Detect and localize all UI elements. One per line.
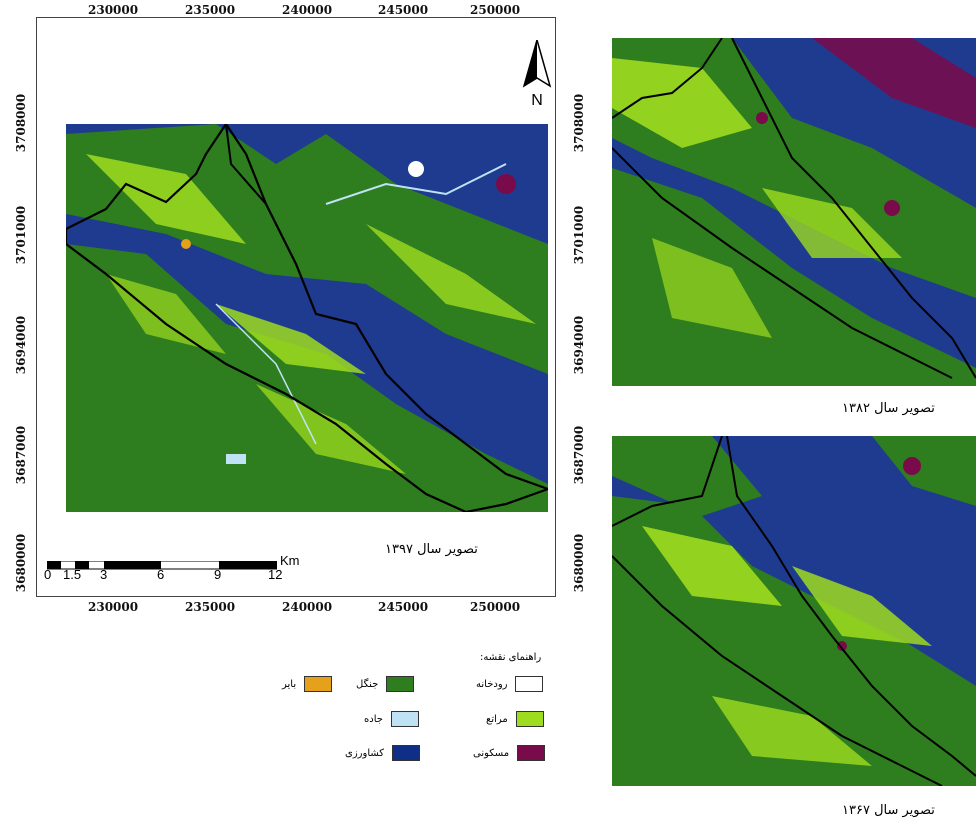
x-tick-bottom: 245000	[378, 600, 429, 614]
y-tick: 3701000	[14, 205, 29, 265]
legend-title: راهنمای نقشه:	[480, 652, 542, 663]
north-arrow: N	[522, 37, 552, 110]
scale-label: 0	[44, 567, 52, 582]
inset-map-top	[612, 38, 976, 386]
legend-swatch-residential	[517, 745, 546, 761]
scale-label: 3	[100, 567, 108, 582]
legend-item-rangeland: مراتع	[486, 711, 544, 727]
legend-swatch-rangeland	[515, 711, 544, 727]
main-map-land-cover	[66, 124, 548, 512]
x-tick-top: 250000	[470, 3, 521, 17]
inset-map-bottom	[612, 436, 976, 786]
legend-label: جنگل	[356, 678, 379, 690]
scale-label: 9	[214, 567, 222, 582]
scale-label: 6	[157, 567, 165, 582]
legend-swatch-agriculture	[392, 745, 421, 761]
legend-item-barren: بایر	[282, 676, 333, 692]
legend-item-residential: مسکونی	[473, 745, 546, 761]
x-tick-bottom: 250000	[470, 600, 521, 614]
scale-label: 1.5	[63, 567, 82, 582]
legend-label: مراتع	[486, 713, 508, 725]
x-tick-bottom: 230000	[88, 600, 139, 614]
x-tick-top: 240000	[282, 3, 333, 17]
main-map-image	[66, 124, 548, 512]
inset-y-tick: 3680000	[572, 533, 587, 593]
x-tick-top: 235000	[185, 3, 236, 17]
legend-item-road: جاده	[364, 711, 419, 727]
scale-unit: Km	[280, 553, 300, 568]
legend-item-forest: جنگل	[356, 676, 415, 692]
inset-bottom-caption: تصویر سال ۱۳۶۷	[842, 803, 935, 818]
inset-y-tick: 3701000	[572, 205, 587, 265]
legend-label: بایر	[282, 678, 297, 690]
x-tick-bottom: 235000	[185, 600, 236, 614]
inset-top-caption: تصویر سال ۱۳۸۲	[842, 401, 935, 416]
inset-map-top-land-cover	[612, 38, 976, 386]
legend-label: رودخانه	[476, 678, 508, 690]
north-arrow-icon	[522, 37, 552, 88]
legend-item-agriculture: کشاورزی	[345, 745, 421, 761]
legend-label: جاده	[364, 713, 383, 725]
north-label: N	[531, 92, 543, 109]
legend-item-river: رودخانه	[476, 676, 544, 692]
y-tick: 3687000	[14, 425, 29, 485]
legend-label: مسکونی	[473, 747, 510, 759]
x-tick-bottom: 240000	[282, 600, 333, 614]
legend-swatch-forest	[386, 676, 415, 692]
legend-label: کشاورزی	[345, 747, 385, 759]
x-tick-top: 230000	[88, 3, 139, 17]
y-tick: 3694000	[14, 315, 29, 375]
scale-label: 12	[268, 567, 283, 582]
legend-swatch-road	[390, 711, 419, 727]
y-tick: 3680000	[14, 533, 29, 593]
inset-y-tick: 3708000	[572, 93, 587, 153]
y-tick: 3708000	[14, 93, 29, 153]
main-map-caption: تصویر سال ۱۳۹۷	[385, 542, 478, 557]
legend-swatch-barren	[304, 676, 333, 692]
inset-y-tick: 3687000	[572, 425, 587, 485]
x-tick-top: 245000	[378, 3, 429, 17]
inset-map-bottom-land-cover	[612, 436, 976, 786]
inset-y-tick: 3694000	[572, 315, 587, 375]
legend-swatch-river	[515, 676, 544, 692]
